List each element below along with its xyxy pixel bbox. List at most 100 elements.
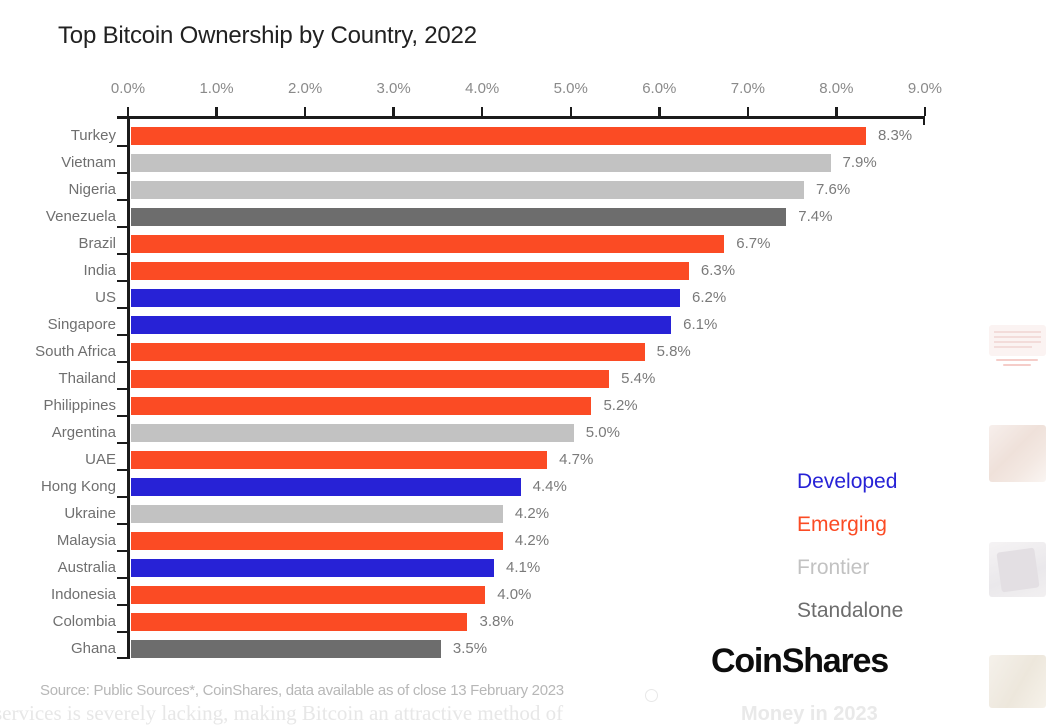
y-tick-mark xyxy=(117,306,127,309)
value-label: 4.4% xyxy=(532,478,567,495)
card-text-line xyxy=(994,331,1041,333)
card-text-line xyxy=(994,341,1041,343)
y-tick-mark xyxy=(117,549,127,552)
x-tick-label: 5.0% xyxy=(553,80,588,97)
bar-vietnam xyxy=(131,153,831,172)
country-label: South Africa xyxy=(35,343,116,360)
card-caption-line xyxy=(996,359,1038,361)
country-label: UAE xyxy=(85,451,116,468)
background-thumbnail-money xyxy=(989,655,1046,708)
country-label: India xyxy=(83,262,116,279)
country-label: Argentina xyxy=(51,424,116,441)
y-tick-mark xyxy=(117,198,127,201)
y-tick-mark xyxy=(117,414,127,417)
y-tick-mark xyxy=(117,116,127,119)
y-tick-mark xyxy=(117,630,127,633)
x-tick-label: 3.0% xyxy=(376,80,411,97)
country-label: Malaysia xyxy=(56,532,116,549)
y-tick-mark xyxy=(117,144,127,147)
bar-thailand xyxy=(131,369,610,388)
legend-item-developed: Developed xyxy=(797,470,898,493)
value-label: 6.3% xyxy=(700,262,736,279)
background-thumbnail-card xyxy=(989,325,1046,356)
country-label: US xyxy=(95,289,116,306)
y-tick-mark xyxy=(117,387,127,390)
x-tick-label: 9.0% xyxy=(907,80,943,97)
background-article-text: services is severely lacking, making Bit… xyxy=(0,701,564,725)
bar-venezuela xyxy=(131,207,787,226)
legend-item-frontier: Frontier xyxy=(797,556,870,579)
y-tick-mark xyxy=(117,603,127,606)
bar-malaysia xyxy=(131,531,503,550)
x-tick-mark xyxy=(746,107,750,116)
bar-philippines xyxy=(131,396,592,415)
x-tick-mark xyxy=(126,107,130,116)
country-label: Singapore xyxy=(47,316,116,333)
y-axis-line xyxy=(127,116,130,659)
bar-south-africa xyxy=(131,342,645,361)
y-tick-mark xyxy=(117,522,127,525)
country-label: Turkey xyxy=(70,127,116,144)
legend-item-emerging: Emerging xyxy=(797,513,887,536)
country-label: Vietnam xyxy=(61,154,116,171)
value-label: 3.5% xyxy=(452,640,488,657)
x-tick-label: 1.0% xyxy=(199,80,234,97)
background-watermark-text: Money in 2023 xyxy=(741,703,878,725)
x-tick-label: 8.0% xyxy=(819,80,854,97)
country-label: Nigeria xyxy=(68,181,116,198)
value-label: 5.4% xyxy=(621,370,656,387)
bar-uae xyxy=(131,450,548,469)
bar-indonesia xyxy=(131,585,486,604)
x-tick-label: 6.0% xyxy=(642,80,677,97)
x-tick-label: 2.0% xyxy=(287,80,323,97)
x-tick-mark xyxy=(303,107,307,116)
value-label: 4.1% xyxy=(506,559,541,576)
value-label: 7.4% xyxy=(798,208,833,225)
x-tick-mark xyxy=(215,107,218,116)
y-tick-mark xyxy=(117,495,127,498)
y-tick-mark xyxy=(117,252,127,255)
value-label: 4.7% xyxy=(559,451,594,468)
value-label: 6.2% xyxy=(692,289,727,306)
value-label: 5.2% xyxy=(603,397,638,414)
card-caption-line xyxy=(1003,364,1031,366)
bar-australia xyxy=(131,558,495,577)
y-tick-mark xyxy=(117,576,127,579)
chart-title: Top Bitcoin Ownership by Country, 2022 xyxy=(58,22,477,49)
coinshares-logo: CoinShares xyxy=(711,642,889,680)
value-label: 6.1% xyxy=(683,316,718,333)
x-axis-endcap xyxy=(922,119,925,125)
x-tick-mark xyxy=(392,107,395,116)
country-label: Brazil xyxy=(78,235,116,252)
value-label: 5.0% xyxy=(585,424,620,441)
value-label: 4.2% xyxy=(514,532,550,549)
country-label: Venezuela xyxy=(45,208,116,225)
country-label: Hong Kong xyxy=(40,478,116,495)
y-tick-mark xyxy=(117,360,127,363)
bar-turkey xyxy=(131,126,866,145)
bar-us xyxy=(131,288,680,307)
x-tick-mark xyxy=(835,107,838,116)
x-tick-label: 0.0% xyxy=(110,80,146,97)
value-label: 4.0% xyxy=(497,586,532,603)
bar-ukraine xyxy=(131,504,503,523)
card-text-line xyxy=(994,336,1041,338)
legend-item-standalone: Standalone xyxy=(797,599,904,622)
y-tick-mark xyxy=(117,171,127,174)
bar-hong-kong xyxy=(131,477,521,496)
value-label: 3.8% xyxy=(479,613,514,630)
bar-singapore xyxy=(131,315,672,334)
bar-nigeria xyxy=(131,180,804,199)
y-tick-mark xyxy=(117,441,127,444)
card-text-line xyxy=(994,346,1032,348)
y-tick-mark xyxy=(117,656,127,659)
country-label: Ghana xyxy=(70,640,116,657)
value-label: 8.3% xyxy=(877,127,913,144)
x-tick-mark xyxy=(569,107,572,116)
value-label: 6.7% xyxy=(736,235,771,252)
source-note: Source: Public Sources*, CoinShares, dat… xyxy=(40,682,564,699)
x-tick-mark xyxy=(480,107,484,116)
value-label: 5.8% xyxy=(656,343,691,360)
value-label: 4.2% xyxy=(514,505,550,522)
y-tick-mark xyxy=(117,468,127,471)
